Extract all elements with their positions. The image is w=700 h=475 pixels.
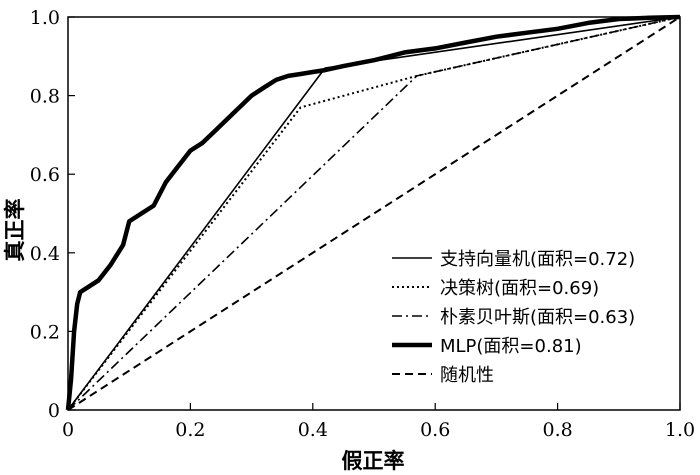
series-line-dotted	[67, 16, 681, 411]
y-tick-label: 0.6	[30, 164, 60, 186]
legend-label: 朴素贝叶斯(面积=0.63)	[440, 307, 635, 328]
series-layer	[65, 14, 681, 411]
y-tick-label: 0.4	[30, 243, 60, 265]
y-axis: 0 0.2 0.4 0.6 0.8 1.0	[30, 7, 75, 422]
y-tick-label: 0.8	[30, 86, 60, 108]
x-tick-label: 1.0	[665, 419, 695, 441]
x-axis-title: 假正率	[342, 449, 405, 473]
x-tick-label: 0.6	[420, 419, 450, 441]
y-tick-label: 0.2	[30, 321, 60, 343]
x-tick-label: 0.8	[542, 419, 572, 441]
y-tick-label: 0	[48, 400, 60, 422]
series-line-dash-dot	[67, 16, 681, 411]
legend-label: 支持向量机(面积=0.72)	[440, 249, 635, 270]
x-axis: 0 0.2 0.4 0.6 0.8 1.0	[62, 403, 695, 441]
x-tick-label: 0	[62, 419, 74, 441]
legend-label: MLP(面积=0.81)	[440, 336, 582, 357]
x-tick-label: 0.2	[175, 419, 205, 441]
y-axis-title: 真正率	[3, 199, 27, 262]
series-line-solid-thick	[65, 14, 681, 411]
plot-border	[67, 16, 681, 411]
x-tick-label: 0.4	[298, 419, 328, 441]
legend-label: 随机性	[440, 365, 494, 386]
series-line-dashed	[67, 16, 681, 411]
plot-area	[67, 16, 681, 411]
legend-label: 决策树(面积=0.69)	[440, 278, 599, 299]
legend: 支持向量机(面积=0.72) 决策树(面积=0.69) 朴素贝叶斯(面积=0.63)…	[392, 249, 635, 386]
y-tick-label: 1.0	[30, 7, 60, 29]
